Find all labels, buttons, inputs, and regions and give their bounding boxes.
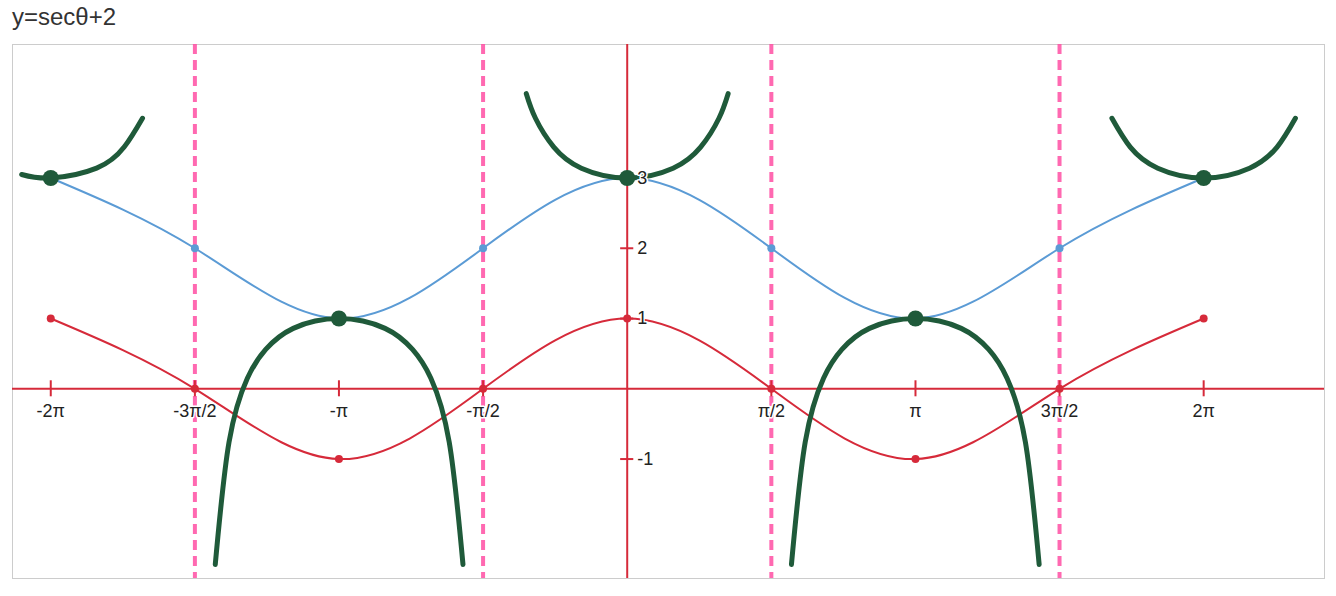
svg-text:3: 3 [637,168,647,188]
svg-text:3π/2: 3π/2 [1041,401,1078,421]
svg-text:-1: -1 [637,449,653,469]
svg-text:π: π [909,401,921,421]
svg-text:2: 2 [637,238,647,258]
svg-text:-π/2: -π/2 [466,401,499,421]
svg-text:-π: -π [330,401,348,421]
html-text:y=secθ+2: y=secθ+2 [12,3,117,30]
svg-text:-2π: -2π [37,401,65,421]
svg-text:π/2: π/2 [758,401,785,421]
svg-text:1: 1 [637,308,647,328]
svg-text:-3π/2: -3π/2 [173,401,216,421]
svg-text:2π: 2π [1192,401,1214,421]
